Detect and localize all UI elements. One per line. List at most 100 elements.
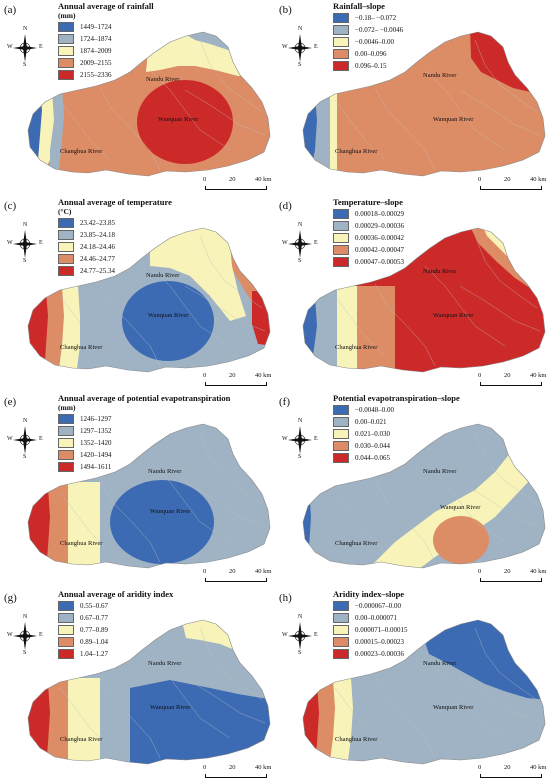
legend-class-label: 2009–2155 (80, 58, 112, 67)
legend-swatch (58, 624, 74, 635)
scale-bar: 0 20 40 km (203, 372, 271, 388)
compass-w-label: W (282, 436, 288, 442)
river-label-wanquan: Wanquan River (148, 312, 189, 319)
zone-blue (122, 281, 214, 361)
legend-item: −0.000067–0.00 (333, 600, 408, 611)
basin-outline (27, 619, 271, 765)
legend-class-label: 0.00–0.096 (355, 49, 387, 58)
legend-swatch (333, 220, 349, 231)
legend-swatch (333, 60, 349, 71)
legend-item: −0.0046–0.00 (333, 36, 403, 47)
sub-basin-boundary (459, 285, 541, 332)
legend-item: 0.67–0.77 (58, 612, 173, 623)
sub-basin-boundary (459, 481, 541, 528)
legend-item: 0.044–0.065 (333, 452, 460, 463)
scale-tick-label: 40 km (530, 176, 547, 183)
sub-basin-boundary (334, 491, 386, 553)
compass-s-label: S (298, 62, 302, 68)
compass-s-label: S (23, 258, 27, 264)
legend-unit: (mm) (58, 11, 76, 20)
compass-s-label: S (23, 650, 27, 656)
zone-yellow (330, 90, 337, 176)
legend-swatch (333, 12, 349, 23)
compass-rose: N S W E (282, 222, 318, 264)
legend-item: 0.00023–0.00036 (333, 648, 408, 659)
legend: Potential evapotranspiration–slope −0.004… (333, 394, 460, 463)
compass-w-label: W (7, 632, 13, 638)
legend-swatch (333, 636, 349, 647)
compass-w-label: W (282, 44, 288, 50)
scale-bar-line (205, 382, 267, 386)
sub-basin-boundary (424, 69, 506, 151)
legend-class-label: 0.00–0.000071 (355, 613, 397, 622)
legend-swatch (58, 413, 74, 424)
compass-n-label: N (298, 614, 303, 620)
scale-tick-label: 0 (203, 568, 207, 575)
legend-swatch (333, 244, 349, 255)
legend-item: 24.46–24.77 (58, 253, 172, 264)
compass-rose: N S W E (7, 418, 43, 460)
legend-swatch (58, 69, 74, 80)
legend-swatch (58, 648, 74, 659)
scale-bar-line (480, 774, 542, 778)
scale-tick-label: 20 (229, 568, 236, 575)
legend-item: 1.04–1.27 (58, 648, 173, 659)
basin-outline (27, 423, 271, 569)
compass-w-label: W (282, 632, 288, 638)
sub-basin-boundary (334, 295, 386, 357)
river-label-nandu: Nandu River (423, 660, 457, 667)
legend-title: Potential evapotranspiration–slope (333, 393, 460, 403)
sub-basin-boundary (424, 265, 506, 347)
sub-basin-boundary (459, 677, 541, 724)
compass-icon (13, 230, 37, 258)
scale-tick-label: 40 km (530, 372, 547, 379)
legend-title: Annual average of temperature (58, 197, 172, 207)
map-canvas (302, 423, 546, 569)
river-label-wanquan: Wanquan River (433, 312, 474, 319)
legend: Aridity index–slope −0.000067–0.00 0.00–0.… (333, 590, 408, 659)
legend-item: 1874–2009 (58, 45, 154, 56)
legend-class-label: 1246–1297 (80, 414, 112, 423)
legend-class-label: 0.096–0.15 (355, 61, 387, 70)
compass-w-label: W (7, 240, 13, 246)
river-label-changhua: Changhua River (335, 736, 378, 743)
legend-swatch (58, 217, 74, 228)
legend-class-label: 1297–1352 (80, 426, 112, 435)
sub-basin-boundary (184, 89, 266, 136)
legend-class-label: 1494–1611 (80, 462, 112, 471)
scale-tick-label: 20 (504, 764, 511, 771)
legend-swatch (333, 256, 349, 267)
river-label-changhua: Changhua River (335, 148, 378, 155)
scale-bar: 0 20 40 km (203, 176, 271, 192)
legend-class-label: 0.00023–0.00036 (355, 649, 404, 658)
compass-w-label: W (7, 436, 13, 442)
scale-bar-line (205, 578, 267, 582)
river-label-wanquan: Wanquan River (440, 504, 481, 511)
river-label-nandu: Nandu River (423, 468, 457, 475)
basin-outline (27, 31, 271, 177)
legend-class-label: 0.55–0.67 (80, 601, 108, 610)
zone-grayblue (50, 90, 64, 176)
legend-swatch (333, 416, 349, 427)
legend-item: 0.000071–0.00015 (333, 624, 408, 635)
legend-title: Temperature–slope (333, 197, 403, 207)
compass-icon (288, 34, 312, 62)
scale-bar-line (480, 578, 542, 582)
legend-title: Rainfall–slope (333, 1, 385, 11)
legend-swatch (333, 232, 349, 243)
compass-rose: N S W E (282, 26, 318, 68)
map-panel: (e) N S W E Annual average of potential evapo… (0, 392, 275, 587)
zone-yellow (150, 228, 246, 321)
compass-e-label: E (314, 44, 318, 50)
legend-item: 0.00–0.096 (333, 48, 403, 59)
scale-bar: 0 20 40 km (478, 372, 547, 388)
compass-n-label: N (23, 614, 28, 620)
compass-e-label: E (39, 436, 43, 442)
river-label-wanquan: Wanquan River (433, 116, 474, 123)
zone-blue (303, 296, 317, 372)
river-label-nandu: Nandu River (146, 76, 180, 83)
river-label-nandu: Nandu River (423, 72, 457, 79)
sub-basin-boundary (474, 39, 538, 113)
legend-item: 1352–1420 (58, 437, 230, 448)
scale-bar: 0 20 40 km (203, 764, 271, 780)
